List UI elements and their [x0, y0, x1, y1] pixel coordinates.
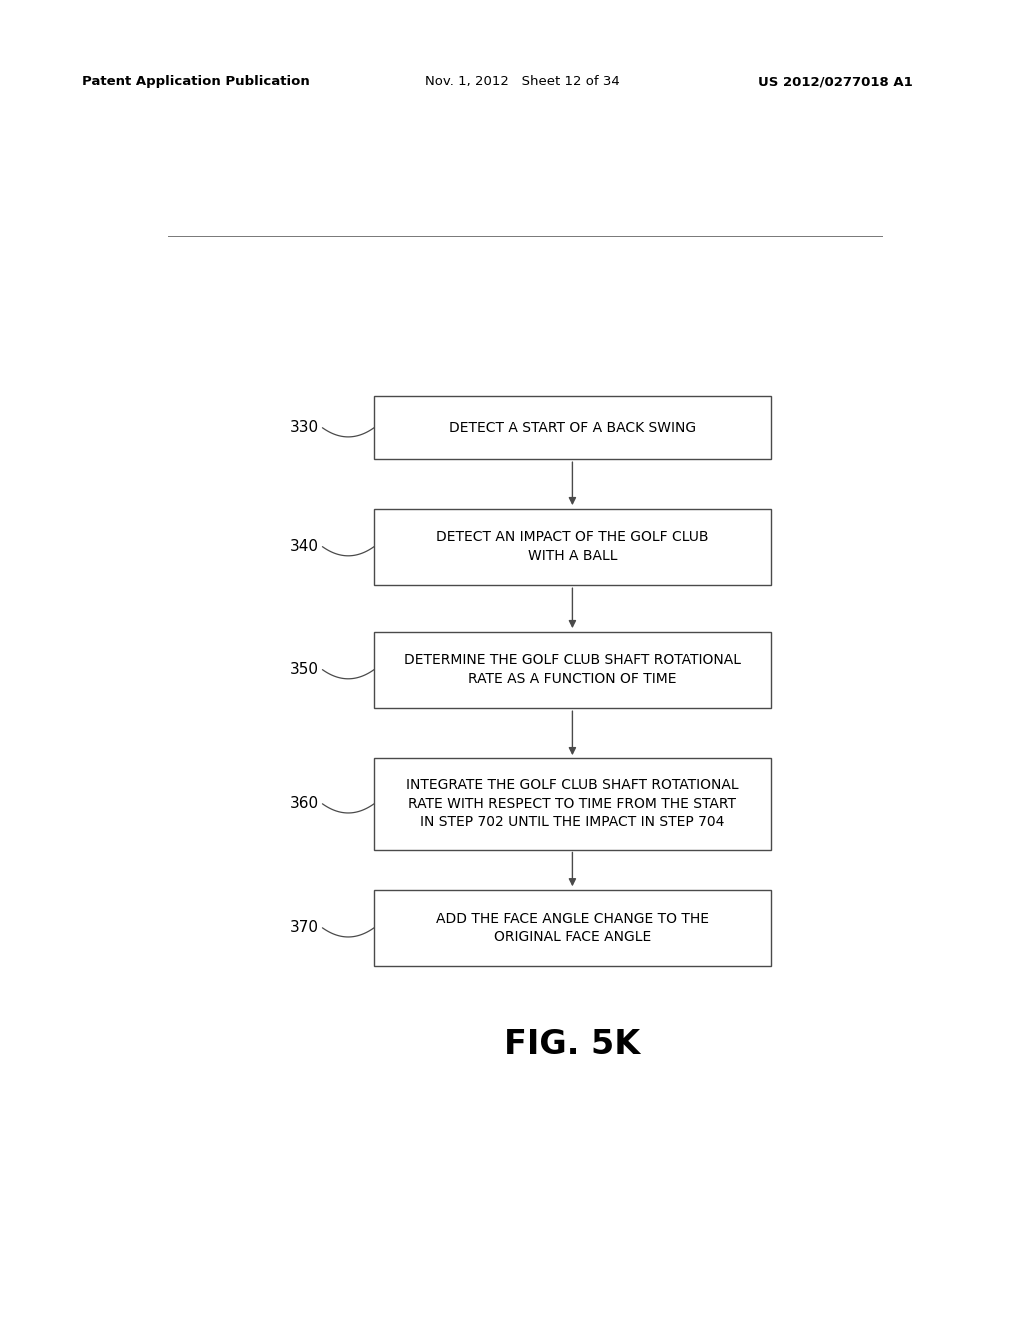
Text: Nov. 1, 2012   Sheet 12 of 34: Nov. 1, 2012 Sheet 12 of 34: [425, 75, 620, 88]
Text: 370: 370: [290, 920, 318, 936]
Text: INTEGRATE THE GOLF CLUB SHAFT ROTATIONAL
RATE WITH RESPECT TO TIME FROM THE STAR: INTEGRATE THE GOLF CLUB SHAFT ROTATIONAL…: [407, 779, 738, 829]
Text: Patent Application Publication: Patent Application Publication: [82, 75, 309, 88]
Text: DETECT A START OF A BACK SWING: DETECT A START OF A BACK SWING: [449, 421, 696, 434]
Text: 360: 360: [290, 796, 318, 812]
FancyBboxPatch shape: [374, 758, 771, 850]
FancyBboxPatch shape: [374, 890, 771, 966]
Text: DETECT AN IMPACT OF THE GOLF CLUB
WITH A BALL: DETECT AN IMPACT OF THE GOLF CLUB WITH A…: [436, 531, 709, 562]
Text: 340: 340: [290, 539, 318, 554]
Text: FIG. 5K: FIG. 5K: [505, 1028, 640, 1061]
Text: DETERMINE THE GOLF CLUB SHAFT ROTATIONAL
RATE AS A FUNCTION OF TIME: DETERMINE THE GOLF CLUB SHAFT ROTATIONAL…: [403, 653, 741, 686]
FancyBboxPatch shape: [374, 631, 771, 708]
FancyBboxPatch shape: [374, 508, 771, 585]
FancyBboxPatch shape: [374, 396, 771, 459]
Text: 330: 330: [290, 420, 318, 436]
Text: 350: 350: [290, 663, 318, 677]
Text: ADD THE FACE ANGLE CHANGE TO THE
ORIGINAL FACE ANGLE: ADD THE FACE ANGLE CHANGE TO THE ORIGINA…: [436, 912, 709, 944]
Text: US 2012/0277018 A1: US 2012/0277018 A1: [758, 75, 912, 88]
